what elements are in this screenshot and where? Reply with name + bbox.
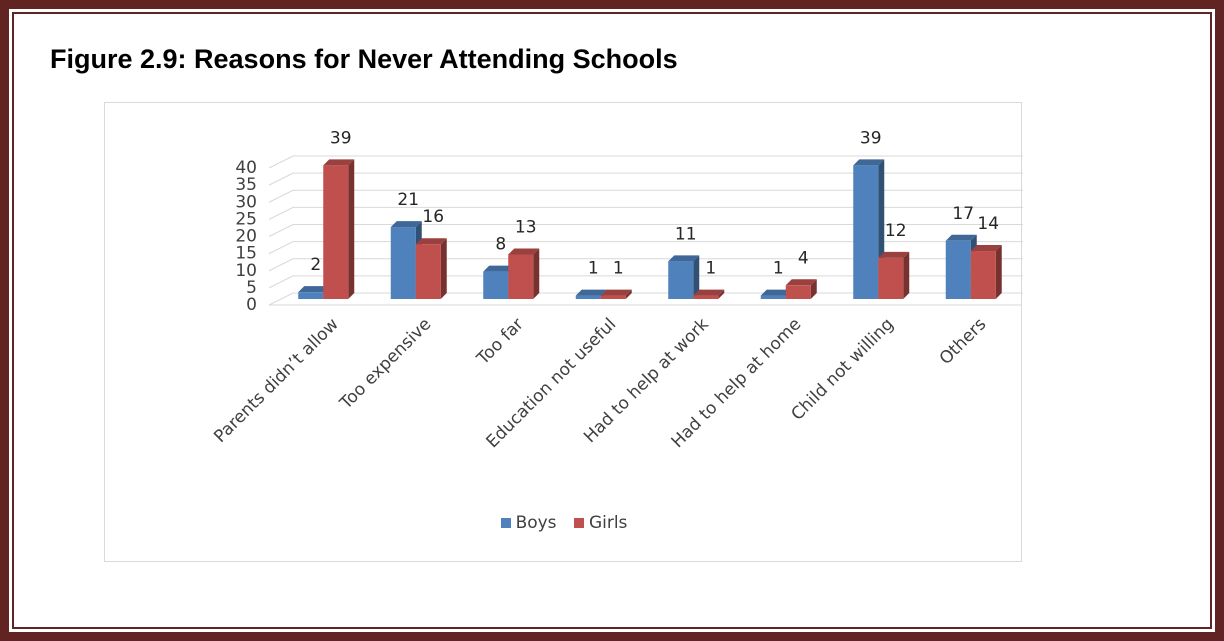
data-label-girls: 4 bbox=[798, 248, 809, 268]
data-label-girls: 14 bbox=[977, 214, 999, 234]
legend-item-boys: Boys bbox=[500, 513, 557, 533]
data-label-boys: 1 bbox=[588, 259, 599, 279]
bar-top-boys bbox=[668, 255, 700, 262]
y-tick-label: 35 bbox=[235, 175, 257, 195]
bar-top-boys bbox=[945, 234, 977, 241]
bar-boys bbox=[760, 295, 786, 299]
bar-top-boys bbox=[298, 286, 330, 293]
gridline bbox=[268, 172, 1023, 186]
chart-legend: Boys Girls bbox=[105, 513, 1023, 533]
bar-side-girls bbox=[810, 279, 817, 299]
bar-side-girls bbox=[995, 245, 1002, 299]
bar-boys bbox=[668, 261, 694, 299]
bar-girls bbox=[600, 295, 626, 299]
bar-side-girls bbox=[625, 289, 632, 299]
bar-side-girls bbox=[533, 248, 540, 299]
bar-boys bbox=[575, 295, 601, 299]
bar-girls bbox=[323, 165, 349, 299]
bar-side-boys bbox=[693, 255, 700, 299]
bar-boys bbox=[390, 227, 416, 299]
data-label-boys: 1 bbox=[773, 259, 784, 279]
category-label: Too far bbox=[473, 314, 528, 369]
y-tick-label: 40 bbox=[235, 158, 257, 178]
bar-side-girls bbox=[348, 159, 355, 299]
bar-boys bbox=[483, 271, 509, 299]
y-tick-label: 25 bbox=[235, 209, 257, 229]
legend-item-girls: Girls bbox=[573, 513, 628, 533]
gridline bbox=[268, 258, 1023, 272]
data-label-boys: 11 bbox=[675, 224, 697, 244]
y-tick-label: 20 bbox=[235, 227, 257, 247]
bar-boys bbox=[853, 165, 879, 299]
category-label: Child not willing bbox=[788, 314, 898, 424]
legend-label-girls: Girls bbox=[588, 513, 628, 533]
gridline bbox=[268, 189, 1023, 203]
bar-top-girls bbox=[970, 245, 1002, 252]
page-border-inner bbox=[12, 12, 1212, 629]
data-label-girls: 39 bbox=[330, 128, 352, 148]
bar-boys bbox=[945, 240, 971, 299]
y-tick-label: 5 bbox=[246, 278, 257, 298]
bar-girls bbox=[785, 285, 811, 299]
y-tick-label: 0 bbox=[246, 295, 257, 315]
bar-top-boys bbox=[390, 221, 422, 228]
bar-top-girls bbox=[508, 248, 540, 255]
category-label: Parents didn’t allow bbox=[210, 314, 343, 447]
bar-top-boys bbox=[483, 265, 515, 272]
bar-top-girls bbox=[785, 279, 817, 286]
data-label-boys: 21 bbox=[397, 190, 419, 210]
bar-side-girls bbox=[903, 251, 910, 299]
gridline bbox=[268, 155, 1023, 169]
data-label-girls: 12 bbox=[885, 221, 907, 241]
data-label-girls: 13 bbox=[515, 217, 537, 237]
bar-top-boys bbox=[575, 289, 607, 296]
bar-top-girls bbox=[323, 159, 355, 166]
bar-side-girls bbox=[718, 289, 725, 299]
legend-swatch-girls bbox=[573, 518, 584, 528]
bar-top-boys bbox=[853, 159, 885, 166]
bar-top-girls bbox=[600, 289, 632, 296]
bar-girls bbox=[508, 254, 534, 299]
bar-boys bbox=[298, 292, 324, 299]
y-tick-label: 10 bbox=[235, 261, 257, 281]
bar-top-girls bbox=[693, 289, 725, 296]
bar-girls bbox=[878, 257, 904, 299]
gridline bbox=[268, 275, 1023, 289]
y-tick-label: 30 bbox=[235, 192, 257, 212]
legend-swatch-boys bbox=[500, 518, 511, 528]
legend-label-boys: Boys bbox=[515, 513, 557, 533]
data-label-girls: 16 bbox=[422, 207, 444, 227]
bar-girls bbox=[970, 251, 996, 299]
data-label-boys: 8 bbox=[495, 235, 506, 255]
bar-top-girls bbox=[878, 251, 910, 258]
bar-girls bbox=[415, 244, 441, 299]
data-label-boys: 39 bbox=[860, 128, 882, 148]
gridline bbox=[268, 224, 1023, 237]
y-tick-label: 15 bbox=[235, 244, 257, 264]
data-label-girls: 1 bbox=[705, 259, 716, 279]
figure-title: Figure 2.9: Reasons for Never Attending … bbox=[50, 44, 678, 74]
chart-area: 0 5 10 15 20 25 30 35 40 2 39 Parents didn’t allow 2… bbox=[104, 102, 1023, 562]
data-label-boys: 2 bbox=[310, 255, 321, 275]
category-label: Others bbox=[936, 314, 991, 369]
bar-side-girls bbox=[440, 238, 447, 299]
category-label: Too expensive bbox=[336, 314, 436, 414]
bar-top-boys bbox=[760, 289, 792, 296]
gridline bbox=[268, 292, 1023, 306]
data-label-boys: 17 bbox=[952, 204, 974, 224]
bar-top-girls bbox=[415, 238, 447, 245]
gridline bbox=[268, 241, 1023, 255]
data-label-girls: 1 bbox=[613, 259, 624, 279]
bar-girls bbox=[693, 295, 719, 299]
gridline bbox=[268, 206, 1023, 220]
